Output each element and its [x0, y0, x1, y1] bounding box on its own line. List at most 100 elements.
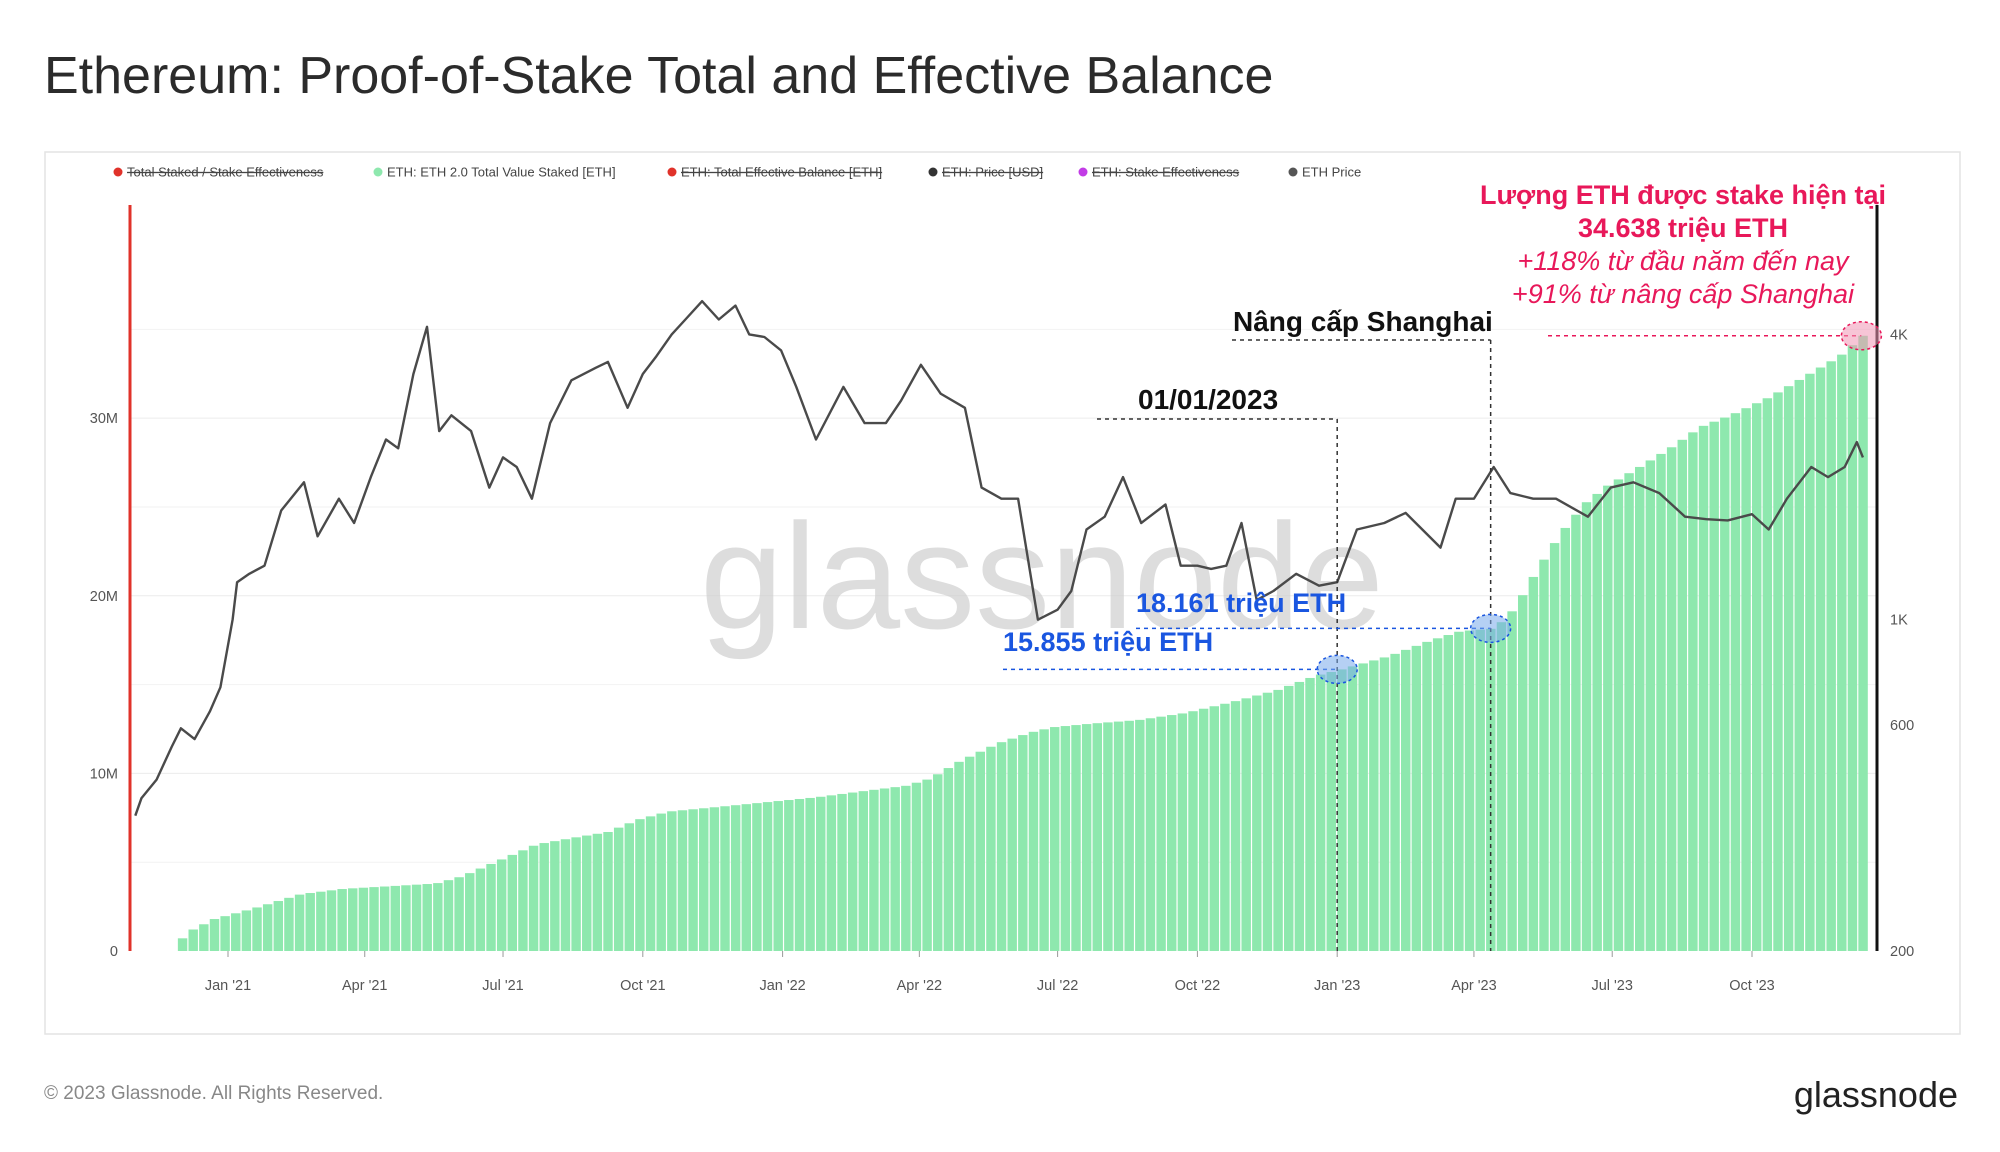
staked-bar [1496, 622, 1507, 951]
staked-bar [975, 751, 986, 951]
legend-label[interactable]: Total Staked / Stake Effectiveness [127, 165, 324, 180]
staked-bar [1188, 711, 1198, 951]
x-axis-ticks: Jan '21 Apr '21 Jul '21 Oct '21 Jan '22 Apr '… [205, 951, 1775, 994]
legend-label[interactable]: ETH: Price [USD] [942, 165, 1043, 180]
staked-bar [1815, 367, 1826, 951]
staked-bar [1305, 677, 1315, 951]
legend-marker[interactable] [113, 167, 123, 177]
staked-bar [1252, 695, 1262, 951]
staked-bar [1826, 361, 1836, 951]
staked-bar [1422, 641, 1432, 951]
shanghai-value-marker [1469, 613, 1512, 644]
staked-bar [1539, 559, 1549, 951]
legend-label[interactable]: ETH Price [1302, 165, 1361, 180]
brand-logo: glassnode [1794, 1074, 1958, 1115]
staked-bar [188, 929, 198, 951]
staked-bar [1103, 722, 1113, 951]
staked-bar [1369, 660, 1379, 951]
y-right-tick-label: 600 [1890, 718, 1914, 734]
staked-bar [1220, 703, 1230, 951]
staked-bar [1730, 413, 1741, 951]
staked-bar [1039, 729, 1049, 951]
y-right-tick-label: 200 [1890, 944, 1914, 960]
staked-bar [996, 742, 1007, 951]
staked-bar [1475, 629, 1485, 951]
staked-bar [1113, 721, 1124, 951]
staked-bar [837, 793, 847, 951]
staked-bar [241, 910, 252, 951]
staked-bar [603, 831, 613, 951]
x-tick-label: Oct '23 [1729, 978, 1774, 994]
staked-bar [1635, 466, 1645, 951]
staked-bar [1156, 716, 1166, 951]
staked-bar [273, 901, 284, 951]
staked-bar [1549, 543, 1560, 951]
staked-bar [496, 859, 507, 951]
y-axis-right-ticks: 200 600 1K 4K [1890, 327, 1914, 960]
legend-marker[interactable] [373, 167, 383, 177]
staked-bar [1209, 706, 1219, 951]
x-tick-label: Apr '22 [897, 978, 943, 994]
staked-bar [901, 785, 911, 951]
staked-bar [1443, 635, 1453, 951]
staked-bar [1124, 720, 1134, 951]
legend-marker[interactable] [1078, 167, 1088, 177]
legend-label[interactable]: ETH: Stake Effectiveness [1092, 165, 1240, 180]
legend-label[interactable]: ETH: Total Effective Balance [ETH] [681, 165, 882, 180]
staked-bar [443, 880, 454, 951]
legend-label[interactable]: ETH: ETH 2.0 Total Value Staked [ETH] [387, 165, 616, 180]
staked-bar [1773, 392, 1783, 952]
staked-bar [475, 868, 486, 951]
staked-bar [1794, 379, 1804, 951]
legend-marker[interactable] [667, 167, 677, 177]
staked-bar [1656, 453, 1666, 951]
staked-bar [358, 887, 369, 951]
staked-bar [401, 885, 411, 951]
x-tick-label: Apr '23 [1451, 978, 1497, 994]
legend-marker[interactable] [928, 167, 938, 177]
staked-bar [1571, 514, 1581, 951]
staked-bar [816, 796, 826, 951]
jan2023-value-marker [1316, 654, 1358, 685]
legend-marker[interactable] [1288, 167, 1298, 177]
staked-bar [1050, 727, 1060, 951]
staked-bar [454, 877, 464, 951]
staked-bar [879, 788, 890, 951]
staked-bar [667, 811, 677, 951]
staked-bar [199, 924, 209, 951]
shanghai-label: Nâng cấp Shanghai [1233, 306, 1493, 337]
staked-bar [1858, 335, 1868, 951]
staked-bar [699, 808, 709, 951]
staked-bar [1347, 666, 1358, 951]
y-right-tick-label: 1K [1890, 613, 1908, 629]
price-line [134, 300, 1865, 817]
staked-bar [177, 938, 188, 951]
staked-bar [1581, 502, 1592, 951]
staked-bar [1560, 527, 1570, 951]
staked-bar [1337, 669, 1347, 951]
staked-bar [1198, 708, 1209, 951]
staked-bar [262, 904, 273, 951]
staked-bar [507, 854, 518, 951]
staked-bar [465, 873, 475, 951]
staked-bar [1092, 723, 1102, 951]
staked-bar [784, 800, 794, 951]
x-tick-label: Apr '21 [342, 978, 388, 994]
staked-bar [677, 810, 688, 951]
staked-bar [1411, 645, 1422, 951]
y-left-tick-label: 30M [90, 411, 118, 427]
staked-bar [1167, 715, 1177, 951]
staked-bar [613, 827, 624, 951]
staked-bar [1688, 432, 1698, 951]
staked-bar [964, 756, 975, 951]
y-left-tick-label: 0 [110, 944, 118, 960]
staked-bar [1135, 719, 1145, 951]
staked-bar [1018, 735, 1028, 951]
staked-bar [1273, 689, 1283, 951]
jan2023-label: 01/01/2023 [1138, 384, 1278, 415]
staked-bar [1007, 738, 1017, 951]
staked-bar [411, 884, 422, 951]
staked-bar [1401, 649, 1411, 951]
staked-bar [1837, 354, 1847, 951]
